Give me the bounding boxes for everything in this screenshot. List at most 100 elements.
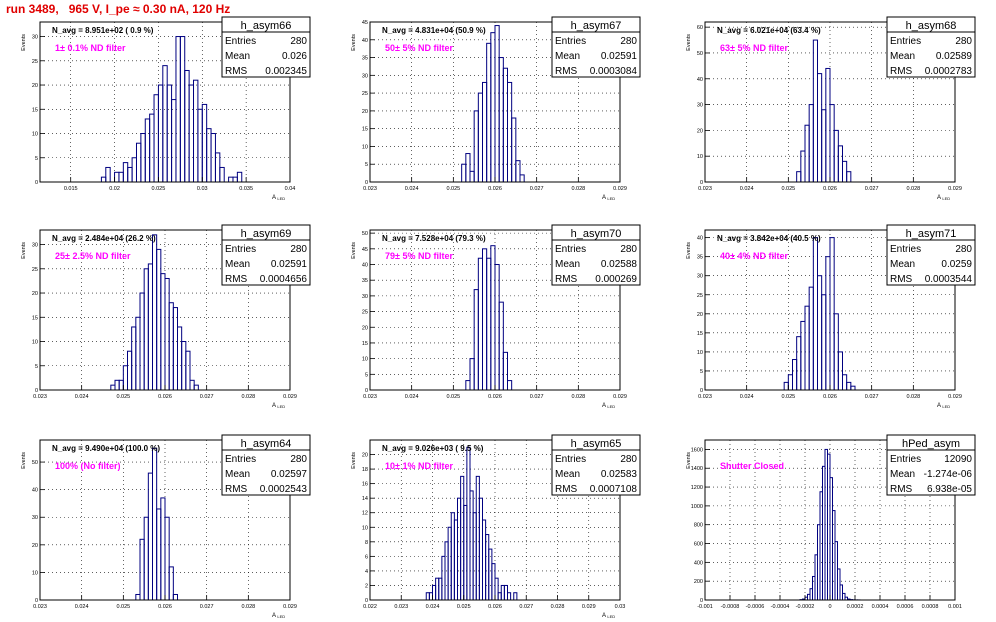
x-tick-label: 0.026	[488, 604, 502, 610]
stats-key: RMS	[555, 484, 578, 495]
stats-key: Mean	[890, 469, 915, 480]
x-tick-label: 0.029	[283, 604, 297, 610]
y-tick-label: 15	[32, 315, 38, 321]
x-tick-label: -0.0006	[746, 604, 765, 610]
y-tick-label: 5	[700, 369, 703, 375]
x-tick-label: 0.029	[948, 394, 962, 400]
histogram-bin	[513, 592, 518, 601]
histogram-bin	[842, 160, 848, 183]
x-axis-label: A LED	[272, 195, 285, 201]
page-title: run 3489, 965 V, I_pe ≈ 0.30 nA, 120 Hz	[6, 2, 231, 16]
y-tick-label: 45	[362, 247, 368, 253]
stats-key: Entries	[555, 244, 586, 255]
stats-value: 0.02591	[271, 259, 308, 270]
navg-label: N_avg = 7.528e+04 (79.3 %)	[382, 234, 486, 243]
y-axis-label: Events	[686, 34, 692, 51]
y-tick-label: 0	[35, 388, 38, 394]
x-tick-label: 0.025	[457, 604, 471, 610]
x-tick-label: 0.024	[405, 186, 419, 192]
x-tick-label: 0.024	[740, 394, 754, 400]
x-tick-label: 0.028	[906, 394, 920, 400]
histogram-bin	[185, 350, 191, 391]
histogram-bin	[139, 538, 145, 601]
y-tick-label: 200	[694, 579, 703, 585]
histogram-bin	[131, 326, 137, 391]
y-tick-label: 20	[362, 325, 368, 331]
stats-box	[221, 224, 311, 286]
y-tick-label: 50	[362, 231, 368, 237]
stats-value: 280	[620, 36, 637, 47]
stats-value: 0.0007108	[590, 484, 638, 495]
stats-box	[886, 16, 976, 78]
histogram-bin	[461, 163, 467, 183]
histogram-bin	[812, 39, 818, 183]
x-tick-label: 0.028	[241, 604, 255, 610]
histogram-bin	[469, 170, 475, 183]
histogram-bin	[135, 142, 142, 183]
stats-value: 0.02591	[601, 51, 638, 62]
histogram-bin	[465, 153, 471, 183]
histogram-bin	[800, 320, 806, 391]
x-tick-label: 0.029	[948, 186, 962, 192]
stats-key: Entries	[555, 454, 586, 465]
x-tick-label: 0.0008	[922, 604, 939, 610]
y-tick-label: 2	[365, 583, 368, 589]
histogram-bin	[147, 472, 153, 601]
x-tick-label: 0.0006	[897, 604, 914, 610]
x-tick-label: 0.028	[551, 604, 565, 610]
x-tick-label: 0.027	[200, 604, 214, 610]
y-tick-label: 30	[362, 73, 368, 79]
x-axis-label: A LED	[272, 403, 285, 409]
histogram-panel-h_asym64: 0.023 0.024 0.025 0.026 0.027 0.028 0.029 0 10 20…	[21, 434, 311, 619]
stats-value: 0.0002543	[260, 484, 308, 495]
histogram-name: hPed_asym	[902, 438, 960, 450]
stats-value: 280	[620, 454, 637, 465]
x-axis-label-subscript: LED	[277, 404, 285, 409]
x-tick-label: 0.025	[446, 394, 460, 400]
histogram-bin	[197, 108, 203, 183]
x-axis-label: A LED	[272, 613, 285, 619]
histogram-bin	[100, 176, 107, 183]
x-tick-label: 0.0004	[872, 604, 889, 610]
x-tick-label: 0.027	[865, 394, 879, 400]
x-tick-label: -0.0002	[796, 604, 815, 610]
histogram-bin	[511, 117, 517, 183]
histogram-name: h_asym67	[571, 20, 622, 32]
histogram-bin	[193, 384, 199, 391]
y-tick-label: 45	[362, 20, 368, 26]
y-tick-label: 10	[697, 350, 703, 356]
x-axis-label-subscript: LED	[942, 196, 950, 201]
x-axis-label-subscript: LED	[607, 404, 615, 409]
stats-value: 280	[620, 244, 637, 255]
histogram-bin	[796, 336, 802, 391]
y-axis-label: Events	[21, 452, 27, 469]
histogram-bin	[172, 307, 178, 391]
histogram-panel-h_asym65: 0.022 0.023 0.024 0.025 0.026 0.027 0.028 0.029…	[351, 434, 641, 619]
stats-value: 0.0004656	[260, 274, 308, 285]
x-tick-label: 0.024	[426, 604, 440, 610]
histogram-bin	[172, 593, 178, 601]
y-tick-label: 25	[32, 59, 38, 65]
histogram-bin	[135, 593, 141, 601]
filter-note: Shutter Closed	[720, 461, 784, 471]
y-tick-label: 25	[362, 91, 368, 97]
histogram-name: h_asym68	[906, 20, 957, 32]
x-tick-label: 0.015	[64, 186, 78, 192]
histogram-bin	[214, 152, 221, 183]
navg-label: N_avg = 6.021e+04 (63.4 %)	[717, 26, 821, 35]
histogram-bin	[825, 256, 831, 391]
y-tick-label: 0	[700, 598, 703, 604]
histogram-bin	[502, 351, 509, 391]
x-tick-label: 0.029	[613, 394, 627, 400]
y-tick-label: 50	[32, 460, 38, 466]
histogram-bin	[477, 92, 484, 183]
x-tick-label: 0.025	[116, 604, 130, 610]
histogram-bin	[821, 109, 827, 183]
x-tick-label: 0.023	[394, 604, 408, 610]
histogram-bin	[842, 374, 848, 391]
histogram-bin	[837, 145, 843, 183]
y-tick-label: 800	[694, 523, 703, 529]
stats-value: 0.000269	[595, 274, 637, 285]
x-axis-label-subscript: LED	[942, 404, 950, 409]
x-tick-label: 0.026	[488, 394, 502, 400]
